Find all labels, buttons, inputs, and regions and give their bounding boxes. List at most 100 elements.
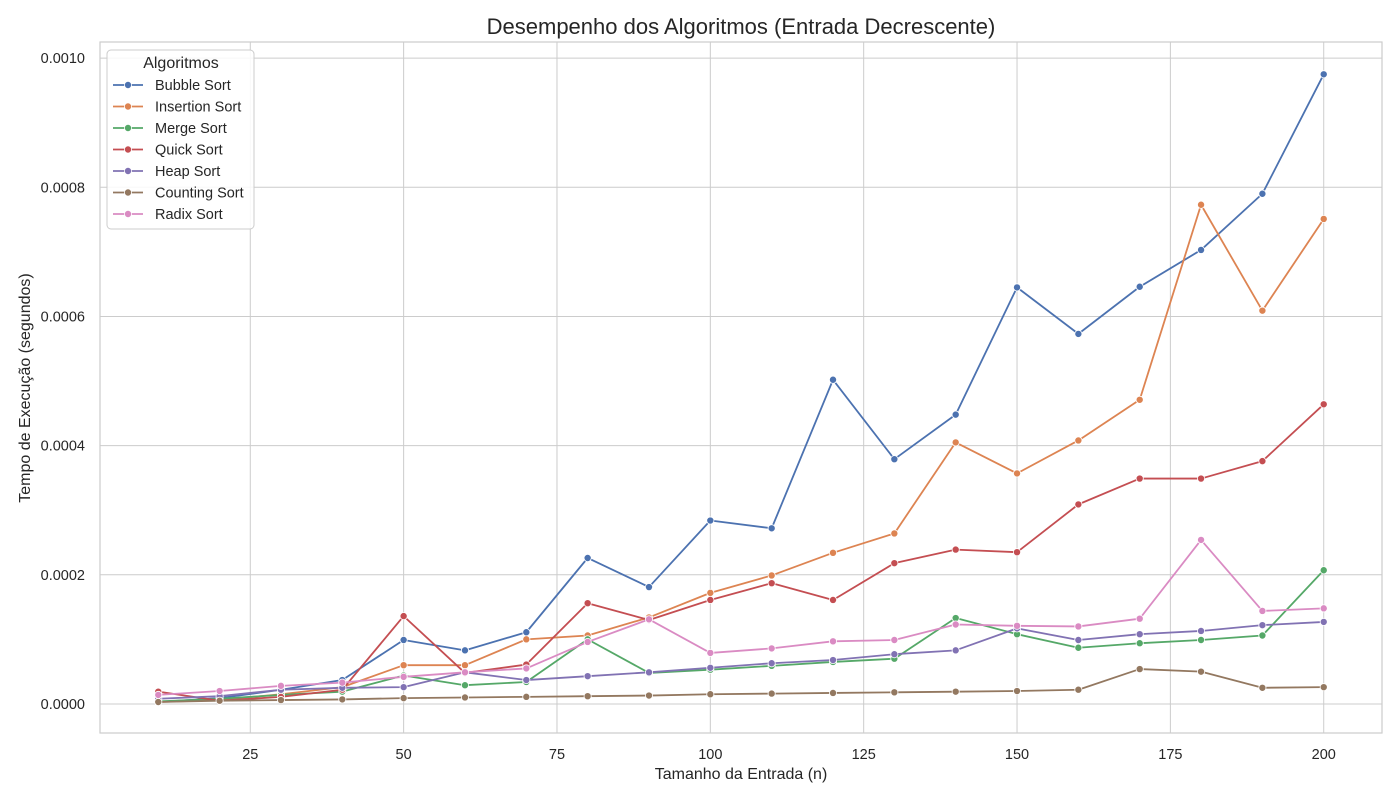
legend-entry-counting-sort: Counting Sort [113,186,244,202]
data-point-quick-sort-50 [399,612,408,621]
series [154,70,1328,707]
data-point-insertion-sort-110 [767,571,776,580]
data-point-insertion-sort-60 [460,661,469,670]
data-point-radix-sort-60 [460,668,469,677]
data-point-quick-sort-110 [767,579,776,588]
legend-marker-quick-sort [124,145,133,154]
data-point-bubble-sort-60 [460,646,469,655]
data-point-quick-sort-150 [1013,548,1022,557]
y-tick-label-0.0002: 0.0002 [41,568,85,584]
data-point-insertion-sort-170 [1135,395,1144,404]
grid-lines [100,42,1382,733]
data-point-insertion-sort-150 [1013,469,1022,478]
data-point-bubble-sort-180 [1197,245,1206,254]
y-tick-label-0.0006: 0.0006 [41,309,85,325]
data-point-radix-sort-40 [338,678,347,687]
data-point-bubble-sort-70 [522,628,531,637]
data-point-counting-sort-80 [583,692,592,701]
legend-entry-bubble-sort: Bubble Sort [113,78,231,94]
data-point-radix-sort-110 [767,644,776,653]
data-point-radix-sort-150 [1013,621,1022,630]
x-tick-label-125: 125 [852,747,876,763]
data-point-counting-sort-130 [890,688,899,697]
data-point-heap-sort-110 [767,659,776,668]
data-point-quick-sort-200 [1319,400,1328,409]
data-point-counting-sort-100 [706,690,715,699]
y-tick-label-0.0004: 0.0004 [41,439,85,455]
series-line-merge-sort [157,569,1325,703]
data-point-counting-sort-30 [276,696,285,705]
data-point-bubble-sort-160 [1074,329,1083,338]
data-point-bubble-sort-80 [583,553,592,562]
data-point-heap-sort-90 [644,668,653,677]
data-point-radix-sort-100 [706,648,715,657]
data-point-bubble-sort-110 [767,524,776,533]
y-axis-label: Tempo de Execução (segundos) [17,273,34,502]
x-tick-label-75: 75 [549,747,565,763]
plot-area [100,42,1382,733]
data-point-counting-sort-50 [399,694,408,703]
data-point-counting-sort-190 [1258,683,1267,692]
data-point-quick-sort-80 [583,599,592,608]
data-point-radix-sort-180 [1197,535,1206,544]
data-point-quick-sort-100 [706,595,715,604]
y-tick-label-0.0000: 0.0000 [41,697,85,713]
data-point-counting-sort-170 [1135,665,1144,674]
data-point-insertion-sort-100 [706,588,715,597]
data-point-heap-sort-200 [1319,617,1328,626]
data-point-insertion-sort-120 [829,548,838,557]
data-point-radix-sort-190 [1258,606,1267,615]
legend-label-quick-sort: Quick Sort [155,143,223,159]
data-point-bubble-sort-100 [706,516,715,525]
y-tick-label-0.0010: 0.0010 [41,51,85,67]
data-point-counting-sort-200 [1319,683,1328,692]
data-point-insertion-sort-140 [951,438,960,447]
data-point-radix-sort-160 [1074,622,1083,631]
legend-entry-heap-sort: Heap Sort [113,164,220,180]
data-point-radix-sort-20 [215,687,224,696]
x-tick-label-200: 200 [1312,747,1336,763]
legend-entry-quick-sort: Quick Sort [113,143,223,159]
data-point-bubble-sort-130 [890,455,899,464]
data-point-quick-sort-130 [890,559,899,568]
legend-entry-insertion-sort: Insertion Sort [113,100,241,116]
data-point-counting-sort-10 [154,698,163,707]
data-point-heap-sort-180 [1197,626,1206,635]
axes-frame [99,41,1383,734]
legend-marker-merge-sort [124,124,133,133]
data-point-quick-sort-120 [829,595,838,604]
data-point-bubble-sort-90 [644,583,653,592]
data-point-insertion-sort-190 [1258,306,1267,315]
data-point-quick-sort-190 [1258,457,1267,466]
series-line-counting-sort [157,668,1325,703]
data-point-merge-sort-190 [1258,631,1267,640]
legend-label-insertion-sort: Insertion Sort [155,100,241,116]
series-radix-sort [154,535,1328,699]
legend-label-radix-sort: Radix Sort [155,207,223,223]
data-point-bubble-sort-140 [951,410,960,419]
data-point-counting-sort-70 [522,692,531,701]
series-line-bubble-sort [157,73,1325,703]
legend: Algoritmos Bubble Sort Insertion Sort Merg… [106,49,255,230]
y-tick-label-0.0008: 0.0008 [41,180,85,196]
legend-entry-radix-sort: Radix Sort [113,207,223,223]
data-point-heap-sort-50 [399,683,408,692]
legend-entry-merge-sort: Merge Sort [113,121,227,137]
series-counting-sort [154,665,1328,707]
legend-label-merge-sort: Merge Sort [155,121,227,137]
data-point-radix-sort-80 [583,637,592,646]
data-point-counting-sort-160 [1074,685,1083,694]
data-point-radix-sort-90 [644,615,653,624]
data-point-quick-sort-140 [951,545,960,554]
data-point-merge-sort-60 [460,681,469,690]
data-point-bubble-sort-190 [1258,189,1267,198]
data-point-counting-sort-40 [338,695,347,704]
series-line-radix-sort [157,539,1325,696]
series-line-insertion-sort [157,203,1325,703]
legend-marker-radix-sort [124,209,133,218]
data-point-radix-sort-130 [890,636,899,645]
data-point-heap-sort-120 [829,656,838,665]
data-point-bubble-sort-50 [399,636,408,645]
tick-labels: 25 50 75 100 125 150 175 200 0.0000 0.0002 0.0004 0… [41,51,1336,763]
series-line-heap-sort [157,621,1325,700]
